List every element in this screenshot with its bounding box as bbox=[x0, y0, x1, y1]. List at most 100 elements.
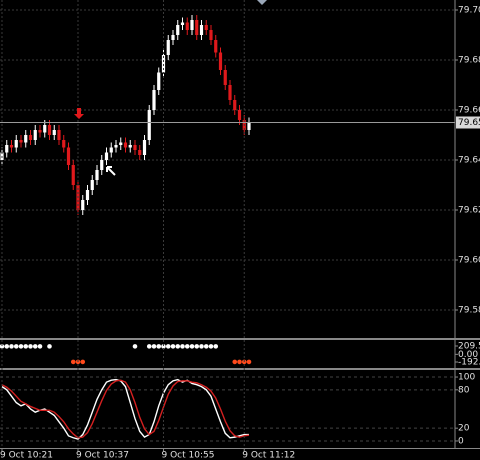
candle-body bbox=[90, 180, 94, 190]
stochastic-line bbox=[1, 379, 250, 439]
y-tick-label: 79.58 bbox=[458, 306, 480, 316]
y-tick-label: 20 bbox=[458, 424, 470, 434]
candle-body bbox=[119, 142, 123, 145]
signal-dot bbox=[246, 359, 252, 365]
candle-body bbox=[57, 130, 61, 140]
scroll-marker[interactable] bbox=[257, 0, 267, 5]
candle-body bbox=[166, 40, 170, 55]
candle-body bbox=[218, 52, 223, 70]
panel-separator bbox=[0, 338, 480, 340]
signal-dot bbox=[13, 344, 19, 349]
signal-dot bbox=[70, 359, 76, 365]
signal-dot bbox=[184, 344, 190, 349]
candle-body bbox=[28, 135, 33, 140]
signal-dot bbox=[199, 344, 204, 349]
signal-dot bbox=[32, 344, 38, 349]
signal-dot bbox=[161, 344, 166, 349]
y-tick-label: 79.60 bbox=[458, 256, 480, 266]
candle-body bbox=[128, 145, 132, 148]
signal-dot bbox=[47, 344, 52, 349]
candle-body bbox=[247, 122, 251, 130]
signal-dot bbox=[0, 344, 5, 349]
candle-body bbox=[100, 160, 104, 170]
candle-body bbox=[185, 22, 189, 30]
stochastic-line bbox=[1, 378, 249, 440]
candle-body bbox=[5, 145, 9, 153]
candle-body bbox=[14, 140, 18, 148]
signal-dot bbox=[175, 344, 181, 349]
y-tick-label: -192.5 bbox=[458, 358, 480, 368]
signal-dot bbox=[156, 344, 162, 349]
candle-body bbox=[81, 200, 85, 210]
candle-body bbox=[199, 25, 204, 35]
y-tick-label: 79.62 bbox=[458, 206, 480, 216]
y-tick-label: 209.5 bbox=[458, 341, 480, 351]
signal-dot bbox=[4, 344, 10, 349]
candle-body bbox=[152, 90, 156, 110]
x-tick-label: 9 Oct 10:55 bbox=[161, 451, 214, 460]
y-tick-label: 79.66 bbox=[458, 106, 480, 116]
signal-dot bbox=[146, 344, 152, 349]
y-tick-label: 79.70 bbox=[458, 6, 480, 16]
signal-dot bbox=[23, 344, 29, 349]
signal-dot bbox=[37, 344, 43, 349]
signal-dot bbox=[189, 344, 195, 349]
candle-body bbox=[176, 25, 180, 35]
last-price-box bbox=[456, 116, 480, 129]
signal-dot bbox=[194, 344, 200, 349]
candle-body bbox=[157, 72, 161, 90]
candle-body bbox=[209, 30, 213, 40]
signal-dot bbox=[213, 344, 219, 349]
x-tick-label: 9 Oct 10:37 bbox=[76, 451, 129, 460]
candle-body bbox=[52, 130, 56, 135]
candle-body bbox=[171, 35, 175, 40]
sell-arrow bbox=[74, 108, 84, 119]
y-tick-label: 79.64 bbox=[458, 156, 480, 166]
signal-dot bbox=[203, 344, 209, 349]
signal-dot bbox=[170, 344, 176, 349]
candle-body bbox=[214, 40, 218, 53]
candle-body bbox=[195, 20, 199, 35]
candle-body bbox=[43, 125, 47, 133]
candle-body bbox=[95, 170, 99, 180]
signal-dot bbox=[180, 344, 185, 349]
signal-dot bbox=[18, 344, 24, 349]
candle-body bbox=[104, 152, 109, 160]
candle-body bbox=[228, 85, 232, 100]
y-tick-label: 100 bbox=[458, 373, 475, 383]
candle-body bbox=[204, 25, 208, 30]
signal-dot bbox=[208, 344, 214, 349]
x-tick-label: 9 Oct 10:21 bbox=[0, 451, 53, 460]
candle-body bbox=[133, 145, 137, 150]
candle-body bbox=[62, 140, 66, 148]
signal-dot bbox=[80, 359, 86, 365]
signal-dot bbox=[232, 359, 238, 365]
buy-arrow bbox=[106, 166, 116, 176]
candle-body bbox=[237, 110, 242, 120]
candle-body bbox=[190, 20, 194, 30]
candle-body bbox=[180, 22, 185, 25]
panel-separator bbox=[0, 368, 480, 370]
candle-body bbox=[19, 140, 23, 143]
candle-body bbox=[142, 140, 147, 155]
candle-body bbox=[161, 55, 166, 73]
candle-body bbox=[66, 147, 71, 165]
signal-dot bbox=[151, 344, 157, 349]
candle-body bbox=[109, 147, 113, 153]
signal-dot bbox=[237, 359, 242, 365]
candle-body bbox=[38, 130, 42, 133]
signal-dot bbox=[132, 344, 138, 349]
y-tick-label: 80 bbox=[458, 385, 470, 395]
candle-body bbox=[223, 70, 227, 85]
candle-body bbox=[24, 135, 28, 143]
candle-body bbox=[147, 110, 151, 140]
y-tick-label: 79.68 bbox=[458, 56, 480, 66]
candle-body bbox=[123, 142, 128, 148]
candle-body bbox=[33, 130, 37, 140]
candle-body bbox=[114, 145, 118, 148]
signal-dot bbox=[9, 344, 14, 349]
x-tick-label: 9 Oct 11:12 bbox=[242, 451, 295, 460]
candle-body bbox=[71, 165, 75, 185]
